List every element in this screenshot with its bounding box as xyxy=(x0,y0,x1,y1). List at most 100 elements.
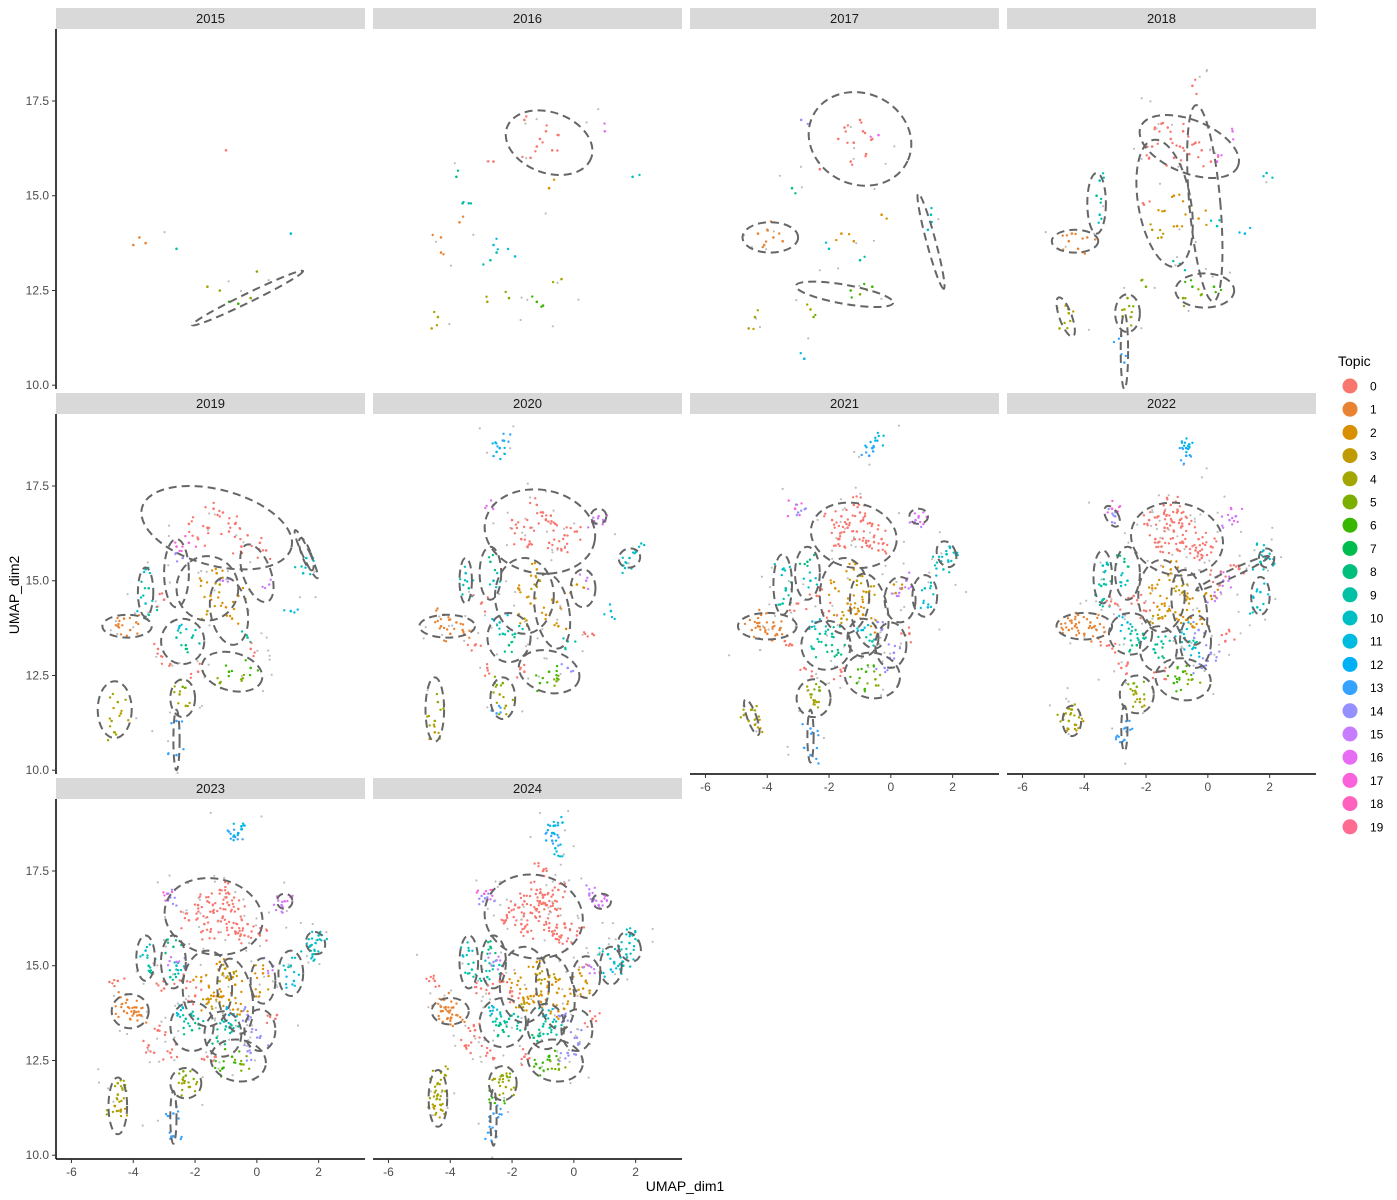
topic-point xyxy=(1100,217,1103,220)
topic-point xyxy=(551,904,554,907)
topic-point xyxy=(541,511,544,514)
topic-point xyxy=(840,653,843,656)
topic-point xyxy=(1098,622,1102,626)
noise-point xyxy=(155,655,158,658)
topic-point xyxy=(221,601,224,605)
topic-point xyxy=(114,1012,118,1016)
topic-point xyxy=(1163,677,1166,681)
legend-item-18: 18 xyxy=(1342,796,1384,812)
topic-point xyxy=(535,568,539,571)
topic-point xyxy=(182,1070,185,1073)
noise-point xyxy=(505,898,508,901)
noise-point xyxy=(494,880,497,883)
noise-point xyxy=(187,995,190,998)
noise-point xyxy=(1179,593,1182,596)
topic-point xyxy=(804,668,807,671)
topic-point xyxy=(1262,568,1265,571)
topic-point xyxy=(1192,639,1195,642)
topic-point xyxy=(1144,285,1148,289)
topic-point xyxy=(884,529,887,532)
topic-point xyxy=(513,636,516,639)
topic-point xyxy=(256,669,260,672)
topic-point xyxy=(1056,713,1059,716)
topic-point xyxy=(438,627,441,630)
topic-point xyxy=(475,981,478,985)
topic-point xyxy=(175,545,178,548)
topic-point xyxy=(754,626,757,629)
topic-point xyxy=(1232,519,1236,523)
cluster-ellipse xyxy=(571,955,602,999)
topic-point xyxy=(496,445,499,448)
noise-point xyxy=(1213,653,1216,656)
noise-point xyxy=(228,1038,231,1041)
topic-point xyxy=(620,948,623,951)
topic-point xyxy=(173,691,176,694)
topic-point xyxy=(1262,549,1265,552)
topic-point xyxy=(258,541,262,545)
topic-point xyxy=(900,583,904,586)
noise-point xyxy=(860,657,863,660)
cluster-ellipse xyxy=(1119,312,1130,389)
noise-point xyxy=(208,512,211,515)
topic-point xyxy=(433,979,437,983)
topic-point xyxy=(886,543,889,547)
topic-point xyxy=(111,1110,115,1114)
topic-point xyxy=(1185,516,1189,520)
topic-point xyxy=(230,669,234,673)
topic-point xyxy=(1102,578,1106,581)
topic-point xyxy=(565,526,568,529)
y-tick-label: 17.5 xyxy=(26,864,50,878)
cluster-ellipse xyxy=(807,91,913,187)
noise-point xyxy=(429,1090,432,1093)
topic-point xyxy=(1129,687,1132,691)
topic-point xyxy=(851,514,854,517)
topic-point xyxy=(1271,176,1274,179)
topic-point xyxy=(466,941,469,944)
topic-point xyxy=(463,565,467,568)
topic-point xyxy=(191,534,194,537)
topic-point xyxy=(1161,565,1165,568)
topic-point xyxy=(557,938,561,942)
topic-point xyxy=(523,912,526,915)
topic-point xyxy=(510,1088,513,1091)
topic-point xyxy=(519,987,522,991)
topic-point xyxy=(215,962,218,966)
topic-point xyxy=(1182,122,1185,126)
topic-point xyxy=(202,915,205,918)
topic-point xyxy=(538,959,541,963)
topic-point xyxy=(1180,641,1184,644)
topic-point xyxy=(153,1027,156,1031)
topic-point xyxy=(268,557,272,561)
topic-point xyxy=(529,542,532,545)
topic-point xyxy=(486,1131,490,1134)
cluster-ellipse xyxy=(1061,704,1083,738)
topic-point xyxy=(509,900,513,903)
topic-point xyxy=(872,541,876,544)
topic-point xyxy=(228,1031,232,1035)
topic-point xyxy=(945,549,948,553)
topic-point xyxy=(1103,571,1106,574)
topic-point xyxy=(291,894,294,897)
noise-point xyxy=(554,873,557,877)
topic-point xyxy=(775,632,778,636)
topic-point xyxy=(838,538,841,541)
topic-point xyxy=(908,571,911,574)
topic-point xyxy=(160,592,164,595)
topic-point xyxy=(195,975,198,978)
topic-point xyxy=(498,963,501,967)
topic-point xyxy=(1219,570,1223,573)
topic-point xyxy=(293,611,296,614)
topic-point xyxy=(1210,597,1214,601)
topic-point xyxy=(555,601,558,604)
topic-point xyxy=(1181,146,1185,150)
topic-point xyxy=(510,981,513,985)
topic-point xyxy=(537,522,540,525)
topic-point xyxy=(116,1081,120,1085)
topic-point xyxy=(1147,586,1151,589)
topic-point xyxy=(225,1007,228,1011)
topic-point xyxy=(487,992,491,995)
topic-point xyxy=(593,886,596,889)
topic-point xyxy=(1101,605,1105,608)
topic-point xyxy=(557,624,560,628)
topic-point xyxy=(561,896,565,899)
